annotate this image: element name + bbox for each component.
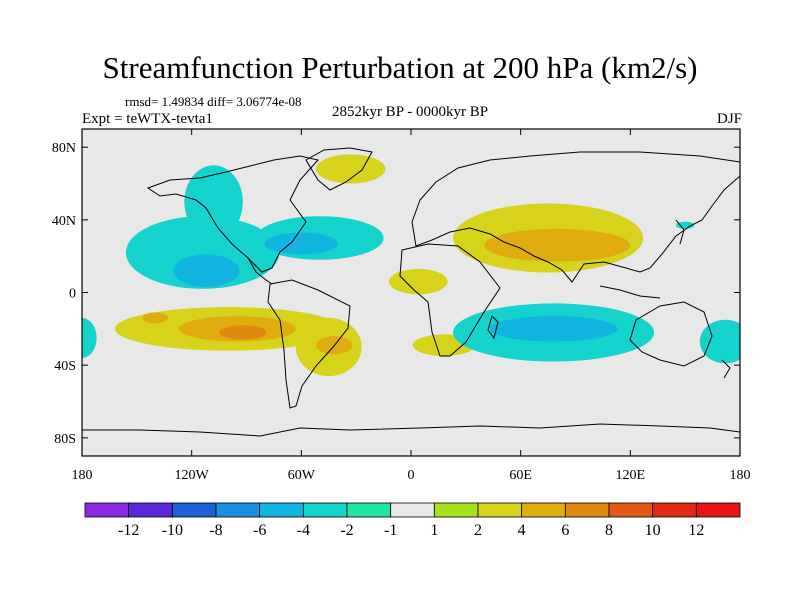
coast-south-america [267, 279, 351, 409]
colorbar-swatch [521, 502, 566, 518]
region-n-america-west-negative [125, 216, 280, 289]
coast-madagascar [487, 315, 499, 340]
contour-regions [82, 154, 740, 377]
colorbar-label: -10 [162, 522, 183, 539]
region-north-atlantic-inner [264, 232, 338, 255]
colorbar-label: -4 [297, 522, 310, 539]
colorbar-label: -12 [118, 522, 139, 539]
colorbar-label: -2 [340, 522, 353, 539]
x-tick-label: 120W [175, 468, 210, 483]
coast-japan [675, 219, 685, 245]
colorbar-swatch [346, 502, 392, 518]
experiment-label: Expt = teWTX-tevta1 [82, 111, 213, 127]
coast-north-america [146, 155, 319, 273]
coast-greenland [305, 147, 373, 191]
coast-central-america [247, 257, 273, 285]
colorbar-label: -6 [253, 522, 266, 539]
coast-africa [399, 243, 501, 357]
coast-new-zealand [721, 359, 731, 379]
colorbar-label: 6 [561, 522, 569, 539]
region-africa-positive [389, 268, 448, 295]
colorbar-label: 8 [605, 522, 613, 539]
colorbar-swatch [215, 502, 261, 518]
colorbar-swatch [564, 502, 610, 518]
colorbar-swatch [128, 502, 173, 518]
colorbar-label: 2 [474, 522, 482, 539]
region-indian-ocean-inner [489, 316, 618, 342]
region-south-pacific-west [142, 312, 168, 324]
region-alaska-arm [184, 165, 243, 238]
stats-text: rmsd= 1.49834 diff= 3.06774e-08 [125, 94, 302, 109]
x-tick-label: 120E [616, 468, 646, 483]
colorbar-label: 4 [518, 522, 526, 539]
colorbar-swatch [652, 502, 697, 518]
chart-title: Streamfunction Perturbation at 200 hPa (… [102, 50, 698, 85]
colorbar-swatch [390, 502, 435, 518]
coast-antarctica [82, 423, 740, 437]
region-dateline-west-negative [82, 317, 97, 358]
period-label: 2852kyr BP - 0000kyr BP [331, 104, 489, 120]
coastlines [82, 147, 740, 437]
region-asia-inner [484, 228, 631, 262]
region-n-america-west-inner [173, 254, 240, 288]
colorbar-label: -1 [384, 522, 397, 539]
colorbar: -12 -10 -8 -6 -4 -2 -1 1 2 4 6 8 10 12 [84, 502, 741, 539]
colorbar-label: 1 [430, 522, 438, 539]
y-tick-label: 40N [52, 214, 76, 229]
coast-australia [629, 301, 713, 367]
y-tick-label: 40S [54, 359, 76, 374]
colorbar-swatch [259, 502, 304, 518]
coast-eurasia [411, 151, 740, 283]
x-tick-label: 180 [730, 468, 751, 483]
x-tick-label: 60W [288, 468, 316, 483]
region-greenland-positive [315, 154, 386, 184]
colorbar-swatch [302, 502, 348, 518]
coast-indonesia [599, 285, 661, 299]
colorbar-label: -8 [209, 522, 222, 539]
region-west-pacific-small [676, 221, 695, 229]
region-dateline-east-negative [699, 319, 740, 364]
colorbar-label: 12 [688, 522, 704, 539]
x-tick-label: 0 [408, 468, 415, 483]
colorbar-swatch [477, 502, 523, 518]
season-label: DJF [716, 111, 742, 127]
y-tick-label: 80N [52, 141, 76, 156]
colorbar-swatch [171, 502, 217, 518]
colorbar-swatch [84, 502, 130, 518]
colorbar-swatch [695, 502, 741, 518]
x-tick-label: 60E [509, 468, 532, 483]
colorbar-label: 10 [645, 522, 661, 539]
region-south-pacific-core [219, 325, 267, 340]
colorbar-swatch [433, 502, 479, 518]
axes: 180 120W 60W 0 60E 120E 180 80N 40N 0 40S 80S [52, 129, 751, 483]
colorbar-swatch [608, 502, 654, 518]
y-tick-label: 0 [69, 287, 76, 302]
x-tick-label: 180 [72, 468, 93, 483]
y-tick-label: 80S [54, 432, 76, 447]
